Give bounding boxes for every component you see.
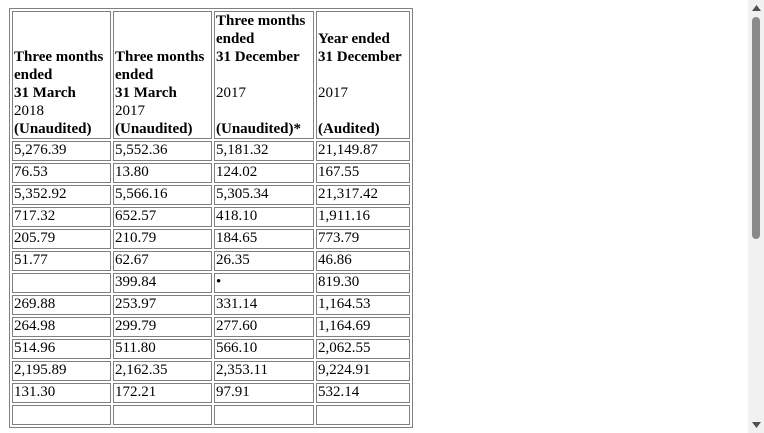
table-cell: 264.98 [12, 317, 111, 337]
table-cell [316, 405, 410, 425]
table-cell: 819.30 [316, 273, 410, 293]
table-cell: 76.53 [12, 163, 111, 183]
table-cell: 2,162.35 [113, 361, 212, 381]
table-row: 205.79 210.79 184.65 773.79 [12, 229, 410, 249]
table-cell: 2,353.11 [214, 361, 314, 381]
table-cell: 532.14 [316, 383, 410, 403]
financial-results-table: Three months ended 31 March 2018 (Unaudi… [9, 8, 413, 428]
table-cell [113, 405, 212, 425]
table-cell: 124.02 [214, 163, 314, 183]
scroll-down-button[interactable] [748, 417, 764, 433]
table-cell: 2,195.89 [12, 361, 111, 381]
column-header: Three months ended 31 December 2017 (Una… [214, 11, 314, 139]
table-cell: 717.32 [12, 207, 111, 227]
table-cell: 205.79 [12, 229, 111, 249]
table-cell: 299.79 [113, 317, 212, 337]
table-cell [214, 405, 314, 425]
table-cell: 2,062.55 [316, 339, 410, 359]
table-cell: 46.86 [316, 251, 410, 271]
table-cell: 1,164.53 [316, 295, 410, 315]
triangle-down-icon [751, 422, 761, 428]
table-row: 264.98 299.79 277.60 1,164.69 [12, 317, 410, 337]
table-row: 51.77 62.67 26.35 46.86 [12, 251, 410, 271]
vertical-scrollbar[interactable] [748, 0, 764, 433]
column-header: Three months ended 31 March 2018 (Unaudi… [12, 11, 111, 139]
table-row [12, 405, 410, 425]
table-cell [12, 273, 111, 293]
table-row: 514.96 511.80 566.10 2,062.55 [12, 339, 410, 359]
table-cell: 97.91 [214, 383, 314, 403]
table-cell: 773.79 [316, 229, 410, 249]
table-cell: 253.97 [113, 295, 212, 315]
table-cell: 210.79 [113, 229, 212, 249]
triangle-up-icon [751, 5, 761, 11]
table-row: 2,195.89 2,162.35 2,353.11 9,224.91 [12, 361, 410, 381]
table-cell: 1,911.16 [316, 207, 410, 227]
column-header: Year ended 31 December 2017 (Audited) [316, 11, 410, 139]
table-header-row: Three months ended 31 March 2018 (Unaudi… [12, 11, 410, 139]
table-row: 76.53 13.80 124.02 167.55 [12, 163, 410, 183]
table-cell: 5,552.36 [113, 141, 212, 161]
table-cell: 167.55 [316, 163, 410, 183]
table-row: 399.84 • 819.30 [12, 273, 410, 293]
table-cell: 418.10 [214, 207, 314, 227]
table-cell: 1,164.69 [316, 317, 410, 337]
table-cell: • [214, 273, 314, 293]
table-row: 5,352.92 5,566.16 5,305.34 21,317.42 [12, 185, 410, 205]
table-cell: 652.57 [113, 207, 212, 227]
table-cell: 21,317.42 [316, 185, 410, 205]
table-cell: 51.77 [12, 251, 111, 271]
table-cell: 184.65 [214, 229, 314, 249]
table-cell: 131.30 [12, 383, 111, 403]
table-cell: 511.80 [113, 339, 212, 359]
scrollbar-thumb[interactable] [752, 17, 760, 239]
table-cell: 399.84 [113, 273, 212, 293]
table-cell: 26.35 [214, 251, 314, 271]
scroll-up-button[interactable] [748, 0, 764, 16]
table-cell: 566.10 [214, 339, 314, 359]
table-cell: 277.60 [214, 317, 314, 337]
table-cell: 331.14 [214, 295, 314, 315]
table-cell: 269.88 [12, 295, 111, 315]
table-cell: 5,181.32 [214, 141, 314, 161]
table-row: 717.32 652.57 418.10 1,911.16 [12, 207, 410, 227]
table-cell: 5,352.92 [12, 185, 111, 205]
table-cell: 5,276.39 [12, 141, 111, 161]
table-cell: 514.96 [12, 339, 111, 359]
column-header: Three months ended 31 March 2017 (Unaudi… [113, 11, 212, 139]
table-cell: 21,149.87 [316, 141, 410, 161]
table-cell: 62.67 [113, 251, 212, 271]
table-row: 131.30 172.21 97.91 532.14 [12, 383, 410, 403]
table-row: 5,276.39 5,552.36 5,181.32 21,149.87 [12, 141, 410, 161]
table-cell: 5,305.34 [214, 185, 314, 205]
document-viewport: Three months ended 31 March 2018 (Unaudi… [9, 8, 413, 428]
table-cell: 13.80 [113, 163, 212, 183]
table-cell: 5,566.16 [113, 185, 212, 205]
table-row: 269.88 253.97 331.14 1,164.53 [12, 295, 410, 315]
table-cell: 172.21 [113, 383, 212, 403]
table-cell [12, 405, 111, 425]
table-cell: 9,224.91 [316, 361, 410, 381]
